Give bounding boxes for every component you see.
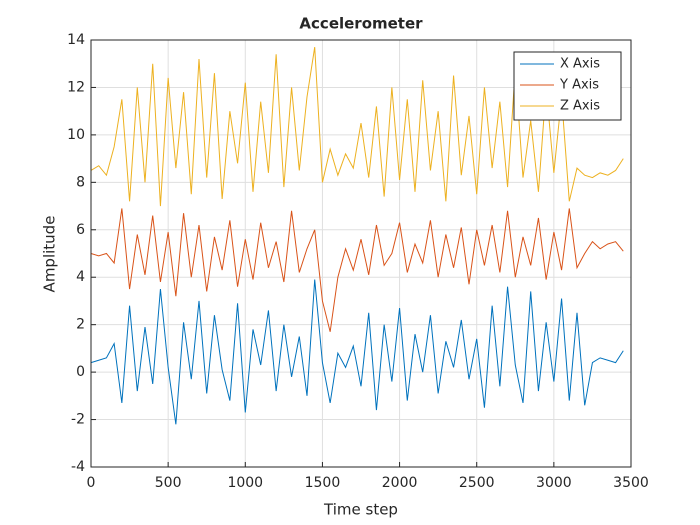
legend-label: X Axis bbox=[560, 57, 600, 72]
y-tick-label: -2 bbox=[71, 412, 85, 428]
legend-label: Z Axis bbox=[560, 99, 600, 114]
series-line bbox=[90, 208, 624, 332]
x-tick-label: 3000 bbox=[536, 475, 572, 491]
y-tick-label: 14 bbox=[67, 32, 85, 48]
plot-box bbox=[90, 39, 632, 468]
y-tick-label: 0 bbox=[76, 364, 85, 380]
legend-box bbox=[513, 51, 622, 121]
x-tick-label: 3500 bbox=[613, 475, 649, 491]
x-tick-label: 500 bbox=[155, 475, 182, 491]
y-tick-label: 4 bbox=[76, 269, 85, 285]
x-tick-label: 0 bbox=[87, 475, 96, 491]
x-tick-label: 2000 bbox=[382, 475, 418, 491]
y-tick-label: 6 bbox=[76, 222, 85, 238]
x-tick-label: 1500 bbox=[305, 475, 341, 491]
series-line bbox=[90, 47, 624, 207]
series-line bbox=[90, 279, 624, 425]
y-tick-label: 8 bbox=[76, 174, 85, 190]
chart-title: Accelerometer bbox=[299, 15, 423, 33]
legend-label: Y Axis bbox=[559, 78, 599, 93]
y-tick-label: -4 bbox=[71, 459, 85, 475]
y-axis-label: Amplitude bbox=[41, 216, 59, 293]
x-tick-label: 2500 bbox=[459, 475, 495, 491]
x-axis-label: Time step bbox=[323, 501, 398, 519]
y-tick-label: 10 bbox=[67, 127, 85, 143]
y-tick-label: 2 bbox=[76, 317, 85, 333]
x-tick-label: 1000 bbox=[227, 475, 263, 491]
y-tick-label: 12 bbox=[67, 79, 85, 95]
